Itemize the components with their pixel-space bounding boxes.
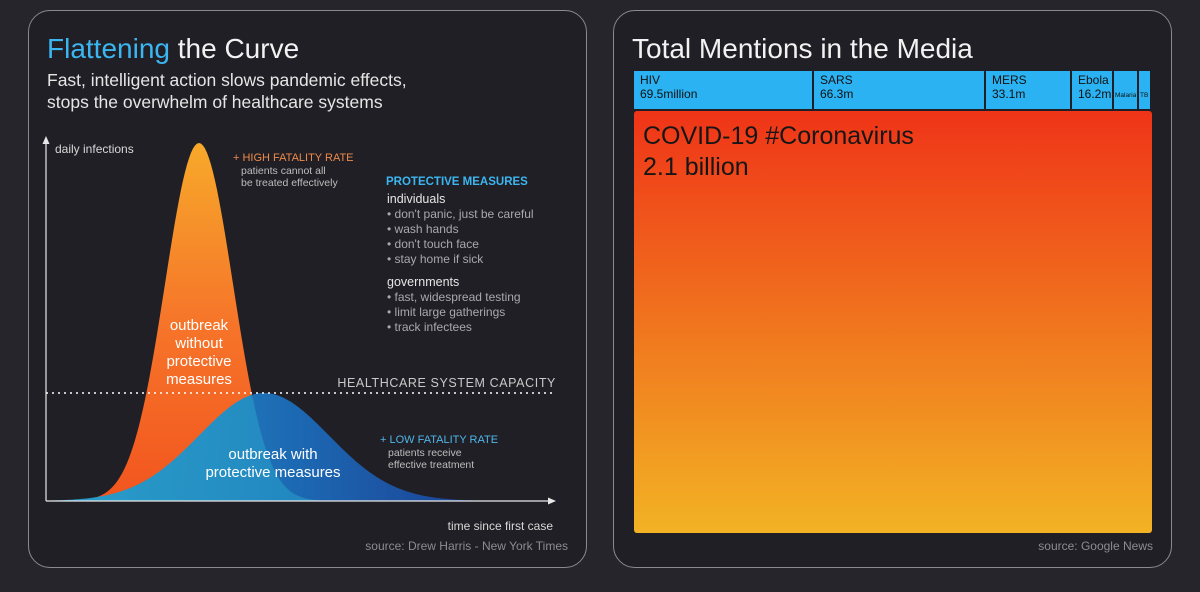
treemap-name-tb: TB	[1140, 92, 1149, 99]
government-measure-3: • track infectees	[387, 320, 472, 334]
individual-measure-3: • don't touch face	[387, 237, 479, 251]
right-panel-title: Total Mentions in the Media	[632, 33, 973, 64]
treemap-cell-mers: MERS 33.1m	[986, 71, 1070, 109]
treemap-name-hiv: HIV	[640, 74, 661, 87]
treemap-value-mers: 33.1m	[992, 88, 1026, 101]
treemap-value-sars: 66.3m	[820, 88, 854, 101]
high-series-label-1: outbreak	[170, 317, 229, 334]
low-fatality-line-1: patients receive	[388, 447, 462, 459]
high-fatality-line-2: be treated effectively	[241, 177, 338, 189]
treemap-value-covid: 2.1 billion	[643, 153, 749, 181]
left-source: source: Drew Harris - New York Times	[365, 539, 568, 553]
low-fatality-title: + LOW FATALITY RATE	[380, 434, 498, 446]
treemap-name-mers: MERS	[992, 74, 1027, 87]
treemap-name-ebola: Ebola	[1078, 74, 1109, 87]
subtitle-line-1: Fast, intelligent action slows pandemic …	[47, 70, 407, 90]
low-series-label-1: outbreak with	[228, 446, 317, 463]
left-panel-subtitle: Fast, intelligent action slows pandemic …	[47, 69, 567, 113]
high-series-label-4: measures	[166, 371, 232, 388]
treemap-cell-ebola: Ebola 16.2m	[1072, 71, 1112, 109]
individuals-heading: individuals	[387, 192, 445, 206]
title-rest: the Curve	[169, 33, 300, 64]
government-measure-1: • fast, widespread testing	[387, 290, 521, 304]
flattening-curve-panel: Flattening the Curve Fast, intelligent a…	[28, 10, 587, 568]
measures-heading: PROTECTIVE MEASURES	[386, 176, 528, 188]
y-axis-label: daily infections	[55, 142, 134, 156]
treemap: HIV 69.5million SARS 66.3m MERS 33.1m Ebola 16.…	[634, 71, 1152, 533]
governments-heading: governments	[387, 275, 459, 289]
treemap-cell-tb: TB	[1139, 71, 1150, 109]
low-fatality-line-2: effective treatment	[388, 459, 474, 471]
government-measure-2: • limit large gatherings	[387, 305, 505, 319]
x-axis-arrow	[548, 497, 556, 505]
curve-chart: HEALTHCARE SYSTEM CAPACITY daily infecti…	[42, 136, 556, 533]
treemap-value-hiv: 69.5million	[640, 88, 698, 101]
y-axis-arrow	[42, 136, 50, 144]
title-accent: Flattening	[47, 33, 170, 64]
high-series-label-3: protective	[166, 353, 231, 370]
low-series-label-2: protective measures	[205, 464, 340, 481]
treemap-cell-hiv: HIV 69.5million	[634, 71, 812, 109]
high-fatality-title: + HIGH FATALITY RATE	[233, 152, 354, 164]
treemap-value-ebola: 16.2m	[1078, 88, 1112, 101]
treemap-name-covid: COVID-19 #Coronavirus	[643, 122, 914, 150]
governments-list: • fast, widespread testing• limit large …	[387, 290, 521, 334]
individual-measure-4: • stay home if sick	[387, 252, 484, 266]
high-fatality-line-1: patients cannot all	[241, 165, 326, 177]
individual-measure-2: • wash hands	[387, 222, 459, 236]
treemap-cell-sars: SARS 66.3m	[814, 71, 984, 109]
treemap-cell-covid: COVID-19 #Coronavirus 2.1 billion	[634, 111, 1152, 533]
treemap-name-sars: SARS	[820, 74, 853, 87]
individual-measure-1: • don't panic, just be careful	[387, 207, 534, 221]
overlap-area	[47, 395, 359, 501]
right-source: source: Google News	[1038, 539, 1153, 553]
x-axis-label: time since first case	[448, 519, 554, 533]
left-panel-title: Flattening the Curve	[47, 33, 299, 65]
subtitle-line-2: stops the overwhelm of healthcare system…	[47, 92, 383, 112]
treemap-cell-malaria: Malaria	[1114, 71, 1137, 109]
high-series-label-2: without	[174, 335, 223, 352]
capacity-label: HEALTHCARE SYSTEM CAPACITY	[337, 376, 556, 390]
treemap-name-malaria: Malaria	[1115, 92, 1137, 99]
high-curve-area	[47, 143, 359, 501]
media-mentions-panel: Total Mentions in the Media HIV 69.5milli…	[613, 10, 1172, 568]
individuals-list: • don't panic, just be careful• wash han…	[387, 207, 534, 266]
